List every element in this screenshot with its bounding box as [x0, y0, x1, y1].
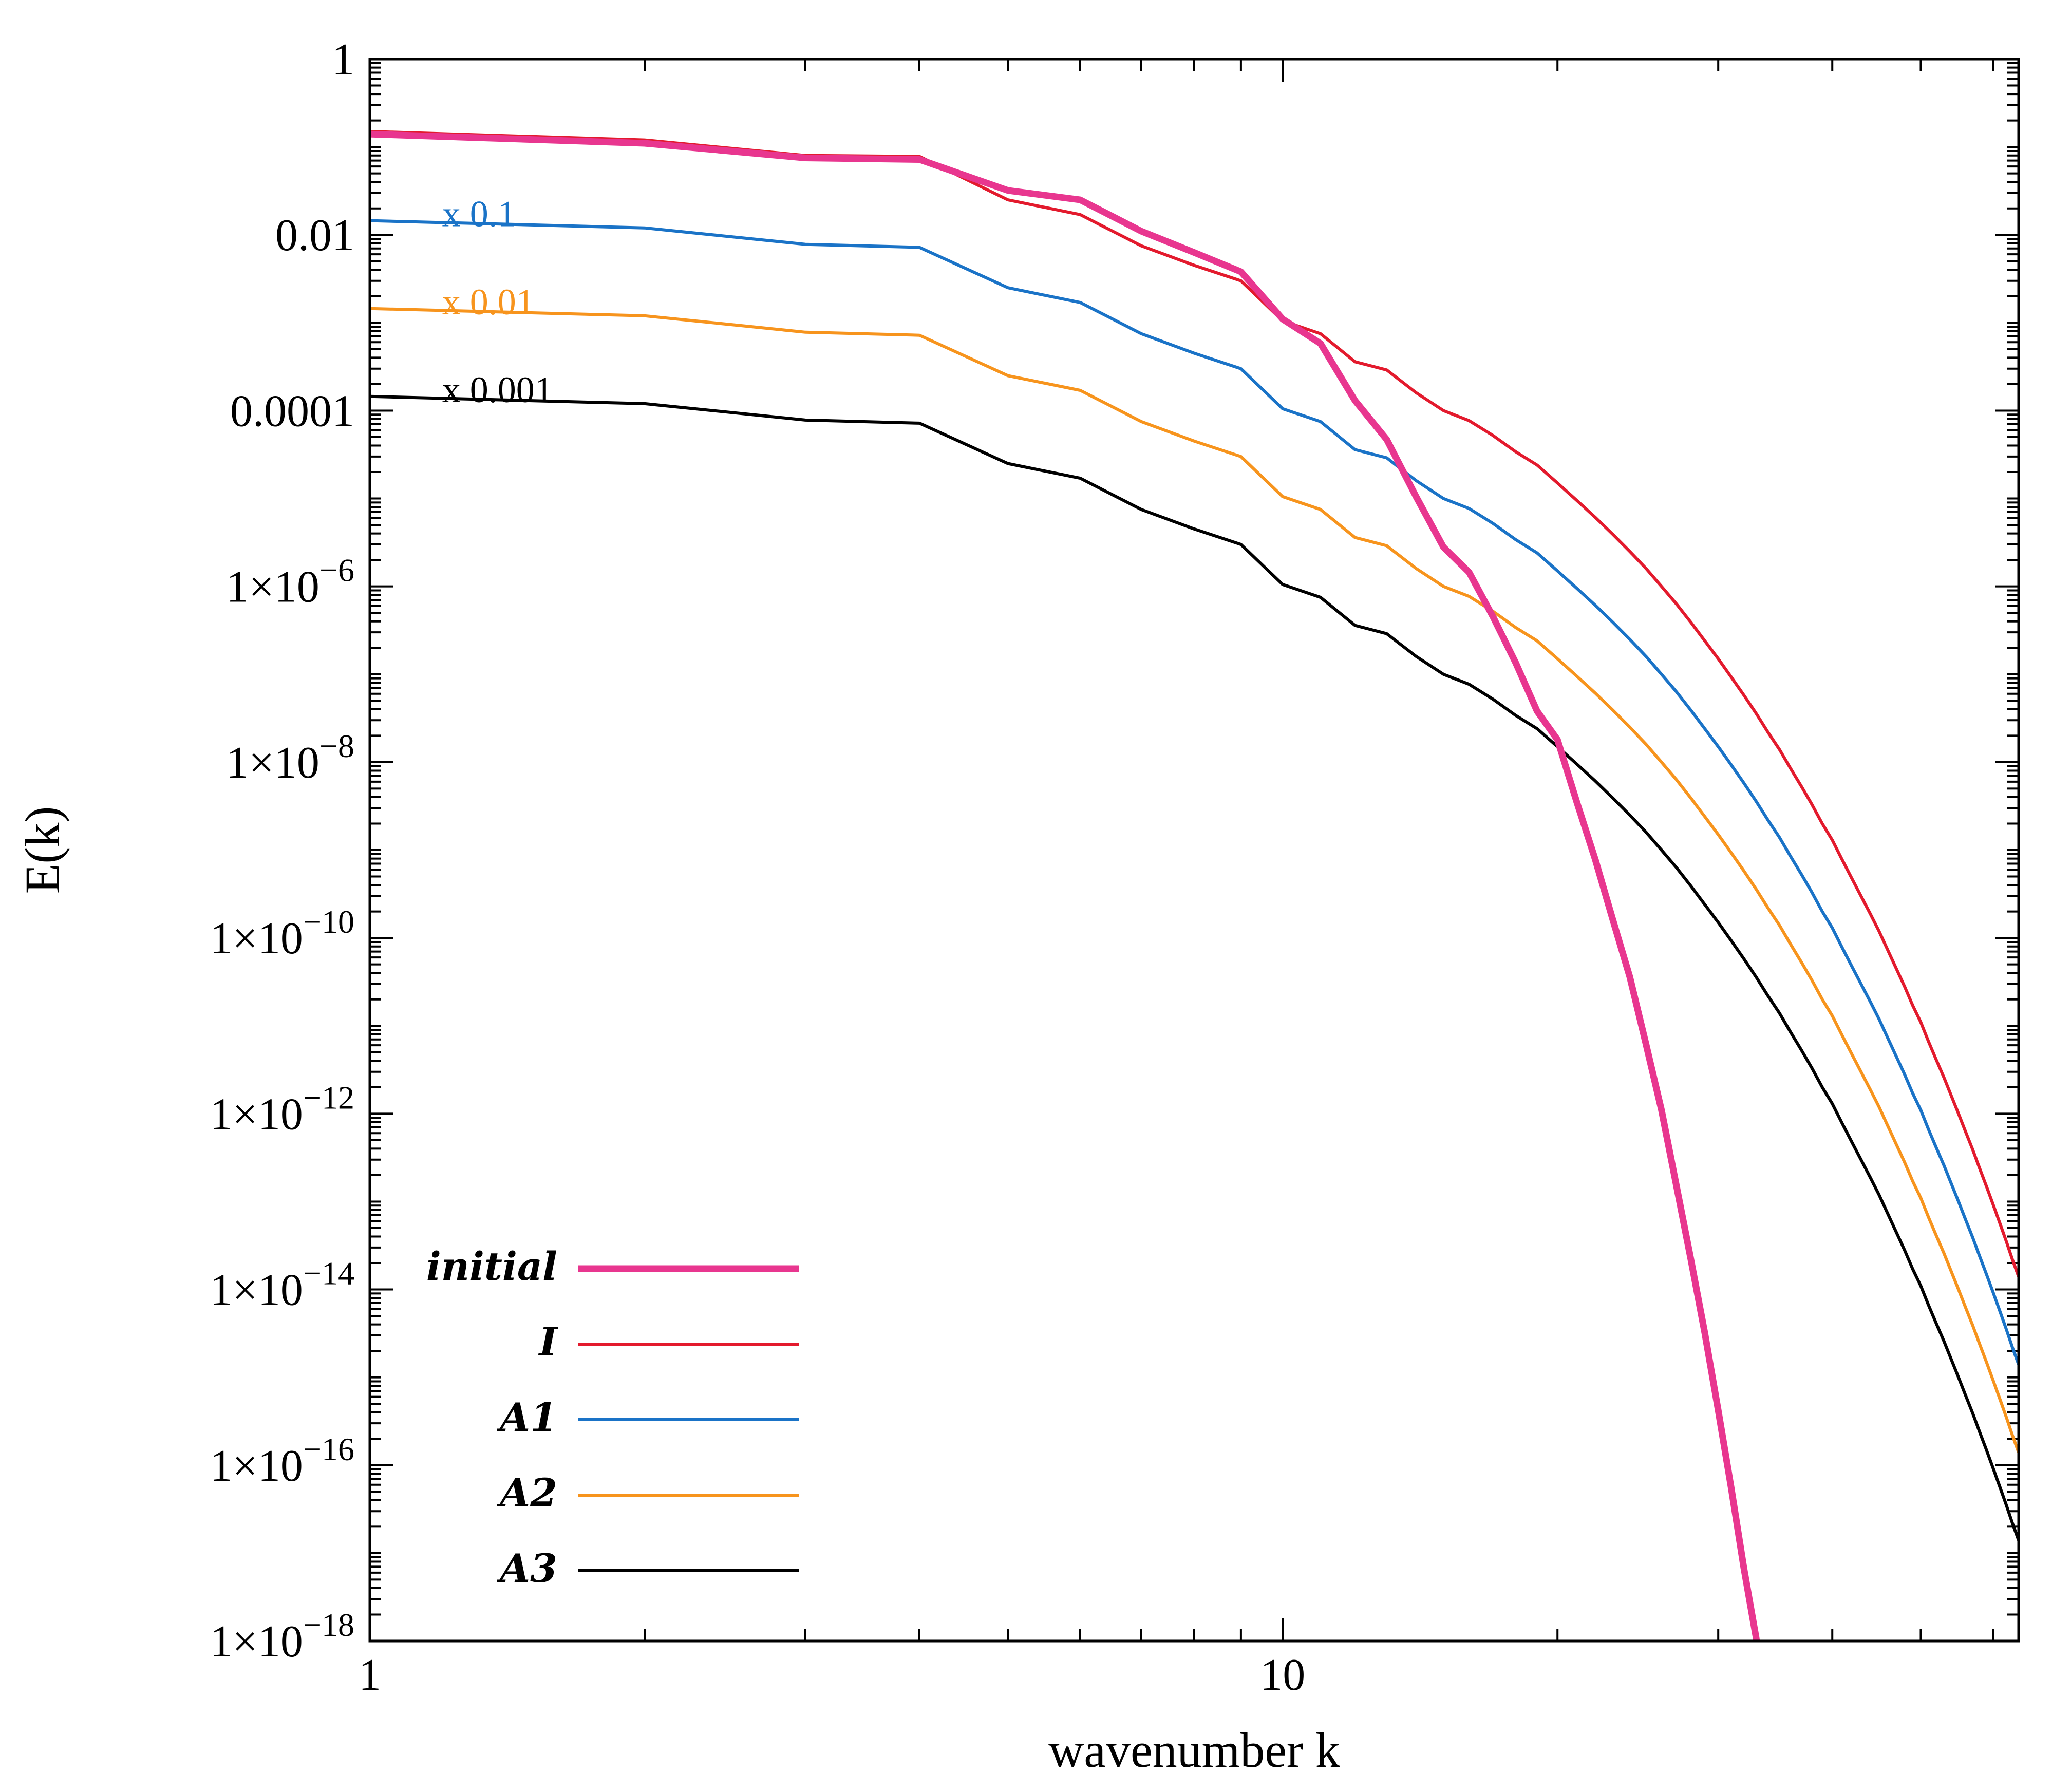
legend-label-a1: A1	[497, 1394, 557, 1440]
y-tick-label: 1×10−10	[210, 903, 354, 964]
legend-label-i: I	[538, 1319, 558, 1365]
y-tick-label: 1	[332, 35, 354, 85]
series-line-initial	[370, 130, 1760, 1641]
scale-note-a1: x 0.1	[442, 194, 516, 235]
legend-label-a2: A2	[497, 1470, 557, 1516]
series-line-a3	[370, 394, 2019, 1541]
scale-annotations: x 0.1 x 0.01 x 0.001	[442, 194, 553, 410]
plot-frame	[368, 58, 2020, 1643]
scale-note-a3: x 0.001	[442, 369, 553, 410]
y-tick-label: 1×10−18	[210, 1607, 354, 1667]
x-tick-label: 1	[359, 1650, 381, 1700]
y-tick-label: 1×10−14	[210, 1255, 354, 1315]
x-tick-label: 10	[1260, 1650, 1305, 1700]
y-tick-label: 0.01	[275, 211, 354, 260]
legend-label-a3: A3	[497, 1545, 557, 1591]
y-tick-label: 1×10−12	[210, 1079, 354, 1139]
series-line-i	[370, 130, 2019, 1277]
series-line-a2	[370, 307, 2019, 1453]
y-tick-label: 0.0001	[230, 386, 354, 436]
legend-label-initial: initial	[426, 1243, 557, 1289]
y-tick-label: 1×10−16	[210, 1431, 354, 1491]
y-tick-label: 1×10−8	[226, 728, 354, 788]
legend: initial I A1 A2 A3	[426, 1243, 799, 1591]
tick-labels: 1 10 1 0.01 0.0001 1×10−6 1×10−8 1×10−10 1×10−12…	[210, 35, 1305, 1700]
series-line-a1	[370, 219, 2019, 1365]
scale-note-a2: x 0.01	[442, 281, 535, 323]
x-axis-label: wavenumber k	[1048, 1723, 1340, 1778]
y-tick-label: 1×10−6	[226, 552, 354, 612]
y-axis-label: E(k)	[15, 806, 70, 894]
axis-ticks	[369, 59, 2019, 1642]
series-layer	[370, 130, 2019, 1641]
